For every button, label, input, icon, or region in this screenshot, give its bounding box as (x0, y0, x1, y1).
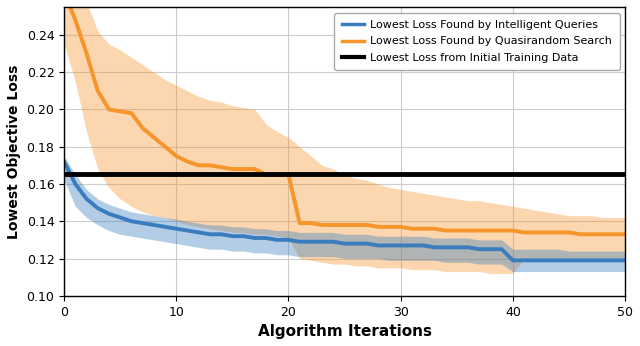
Legend: Lowest Loss Found by Intelligent Queries, Lowest Loss Found by Quasirandom Searc: Lowest Loss Found by Intelligent Queries… (334, 12, 620, 70)
X-axis label: Algorithm Iterations: Algorithm Iterations (257, 324, 431, 339)
Y-axis label: Lowest Objective Loss: Lowest Objective Loss (7, 64, 21, 238)
